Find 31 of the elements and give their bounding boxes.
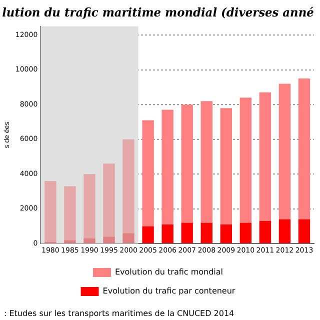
bar xyxy=(298,219,310,244)
bar xyxy=(278,219,291,244)
bar xyxy=(200,222,212,244)
bar xyxy=(103,236,115,244)
bar xyxy=(259,221,272,244)
bar xyxy=(122,139,134,234)
bar xyxy=(162,110,174,224)
bar xyxy=(84,174,96,238)
bar xyxy=(200,101,212,223)
bar xyxy=(122,233,134,244)
bar xyxy=(44,181,56,242)
chart-title: lution du trafic maritime mondial (diverses anné xyxy=(2,5,314,20)
bar xyxy=(240,222,252,244)
bar xyxy=(298,78,310,220)
bar xyxy=(220,108,232,224)
bar xyxy=(103,164,115,237)
bar xyxy=(181,104,193,223)
legend-label: Evolution du trafic par conteneur xyxy=(102,286,236,296)
bar xyxy=(84,238,96,244)
bar xyxy=(220,224,232,244)
bar xyxy=(240,98,252,223)
bar xyxy=(64,240,76,244)
bar xyxy=(278,84,291,220)
bar xyxy=(259,92,272,222)
bar xyxy=(142,120,154,226)
bar xyxy=(64,186,76,240)
legend-label: Evolution du trafic mondial xyxy=(114,268,224,277)
bar xyxy=(142,226,154,244)
bar xyxy=(181,222,193,244)
text: : Etudes sur les transports maritimes de la CNUCED 2014 xyxy=(4,309,234,318)
bar xyxy=(162,224,174,244)
